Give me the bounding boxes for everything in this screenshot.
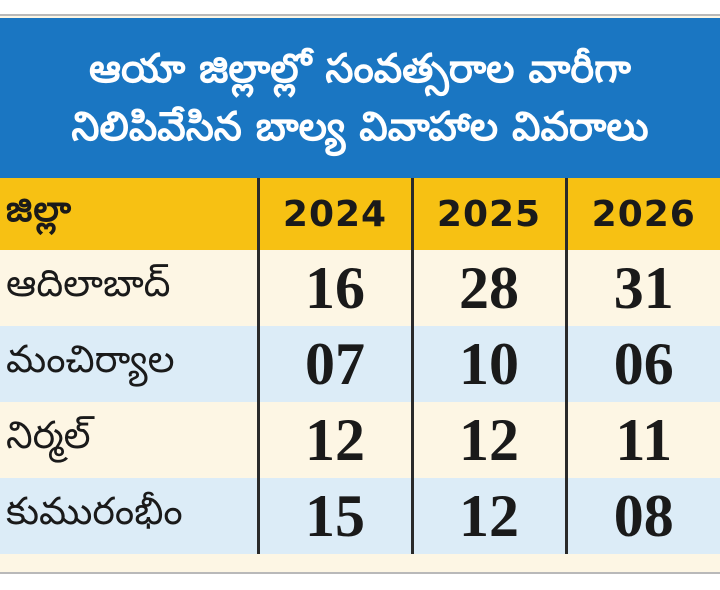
table-row: ఆదిలాబాద్ 16 28 31 [0,250,720,326]
district-cell: మంచిర్యాల [6,337,175,381]
value-cell: 28 [410,250,566,326]
value-cell: 08 [564,478,720,554]
value-cell: 12 [256,402,412,478]
header-district: జిల్లా [6,189,73,230]
value-cell: 10 [410,326,566,402]
header-row: జిల్లా 2024 2025 2026 [0,178,720,250]
header-year-2024: 2024 [256,178,412,250]
value-cell: 12 [410,478,566,554]
district-cell: నిర్మల్ [6,413,91,457]
title-line-2: నిలిపివేసిన బాల్య వివాహాల వివరాలు [71,104,649,150]
value-cell: 15 [256,478,412,554]
value-cell: 31 [564,250,720,326]
value-cell: 12 [410,402,566,478]
table-row: కుమురంభీం 15 12 08 [0,478,720,554]
table-row: మంచిర్యాల 07 10 06 [0,326,720,402]
district-cell: ఆదిలాబాద్ [6,261,171,305]
title-banner: ఆయా జిల్లాల్లో సంవత్సరాల వారీగా నిలిపివే… [0,18,720,178]
header-year-2025: 2025 [410,178,566,250]
title-line-1: ఆయా జిల్లాల్లో సంవత్సరాల వారీగా [89,46,631,92]
district-cell: కుమురంభీం [6,489,183,533]
header-year-2026: 2026 [564,178,720,250]
value-cell: 16 [256,250,412,326]
child-marriage-table: జిల్లా 2024 2025 2026 ఆదిలాబాద్ 16 28 31… [0,178,720,554]
value-cell: 11 [564,402,720,478]
table-row: నిర్మల్ 12 12 11 [0,402,720,478]
value-cell: 07 [256,326,412,402]
value-cell: 06 [564,326,720,402]
